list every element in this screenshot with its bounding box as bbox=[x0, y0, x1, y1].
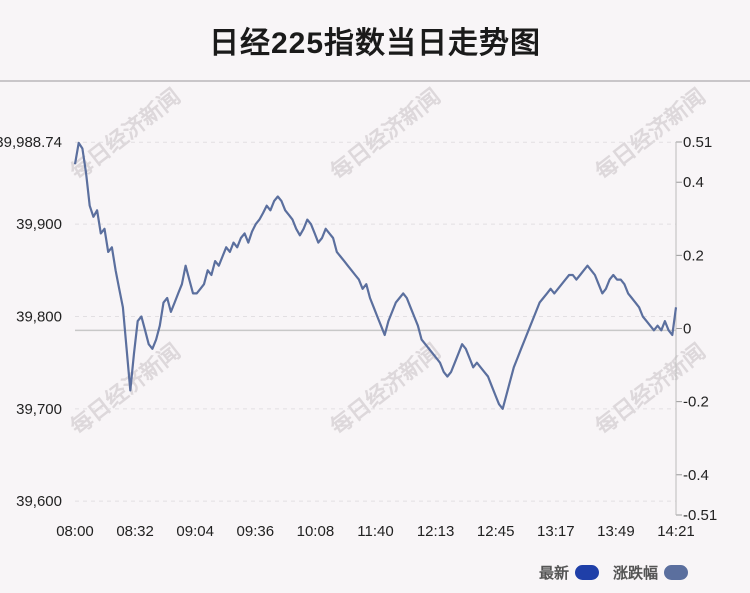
legend-item-change[interactable]: 涨跌幅 bbox=[613, 562, 688, 583]
x-tick-label: 09:04 bbox=[176, 523, 214, 540]
legend-change-swatch bbox=[664, 565, 688, 580]
legend-change-label: 涨跌幅 bbox=[612, 565, 658, 582]
watermark-text: 每日经济新闻 bbox=[326, 339, 446, 441]
watermark-text: 每日经济新闻 bbox=[66, 84, 186, 186]
y-left-tick-label: 39,900 bbox=[16, 216, 62, 233]
watermark-text: 每日经济新闻 bbox=[66, 339, 186, 441]
y-left-tick-label: 39,600 bbox=[16, 493, 62, 510]
y-right-tick-label: -0.51 bbox=[683, 507, 717, 524]
y-right-tick-label: 0.2 bbox=[683, 247, 704, 264]
y-right-tick-label: -0.4 bbox=[683, 467, 709, 484]
axes: 39,988.74 39,900 39,800 39,700 39,600 0.51 0.4… bbox=[0, 134, 717, 540]
x-tick-label: 09:36 bbox=[237, 523, 275, 540]
y-right-tick-label: 0 bbox=[683, 321, 691, 338]
x-tick-label: 13:49 bbox=[597, 523, 635, 540]
y-right-tick-label: -0.2 bbox=[683, 394, 709, 411]
x-tick-label: 10:08 bbox=[297, 523, 335, 540]
legend-item-latest[interactable]: 最新 bbox=[539, 562, 599, 583]
chart-title: 日经225指数当日走势图 bbox=[208, 27, 542, 60]
y-right-tick-label: 0.4 bbox=[683, 174, 704, 191]
y-left-tick-label: 39,800 bbox=[16, 308, 62, 325]
legend: 最新 涨跌幅 bbox=[525, 562, 688, 583]
x-tick-label: 12:13 bbox=[417, 523, 455, 540]
y-right-tick-label: 0.51 bbox=[683, 134, 712, 151]
legend-latest-swatch bbox=[574, 565, 599, 580]
series-line-latest bbox=[73, 141, 678, 410]
series-layer bbox=[73, 141, 678, 410]
x-tick-label: 12:45 bbox=[477, 523, 515, 540]
y-left-tick-label: 39,988.74 bbox=[0, 134, 62, 151]
grid-lines bbox=[75, 141, 676, 502]
title-divider bbox=[0, 80, 750, 82]
legend-latest-label: 最新 bbox=[538, 565, 569, 582]
x-tick-label: 08:32 bbox=[116, 523, 154, 540]
x-tick-label: 14:21 bbox=[657, 523, 695, 540]
y-left-tick-label: 39,700 bbox=[16, 401, 62, 418]
watermark-text: 每日经济新闻 bbox=[326, 84, 446, 186]
x-tick-label: 08:00 bbox=[56, 523, 94, 540]
x-tick-label: 11:40 bbox=[357, 523, 393, 540]
watermark-text: 每日经济新闻 bbox=[591, 339, 711, 441]
x-tick-label: 13:17 bbox=[537, 523, 575, 540]
